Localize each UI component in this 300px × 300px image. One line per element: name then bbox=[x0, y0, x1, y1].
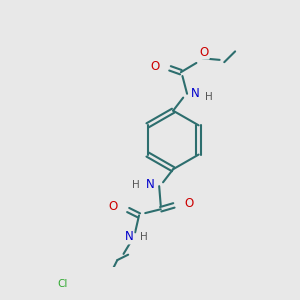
Text: H: H bbox=[132, 180, 140, 190]
Text: H: H bbox=[205, 92, 213, 102]
Text: O: O bbox=[185, 197, 194, 210]
Text: Cl: Cl bbox=[58, 279, 68, 289]
Text: N: N bbox=[124, 230, 133, 244]
Text: O: O bbox=[200, 46, 209, 59]
Text: N: N bbox=[190, 87, 199, 100]
Text: N: N bbox=[146, 178, 154, 191]
Text: H: H bbox=[140, 232, 148, 242]
Text: O: O bbox=[150, 60, 159, 73]
Text: O: O bbox=[108, 200, 117, 213]
